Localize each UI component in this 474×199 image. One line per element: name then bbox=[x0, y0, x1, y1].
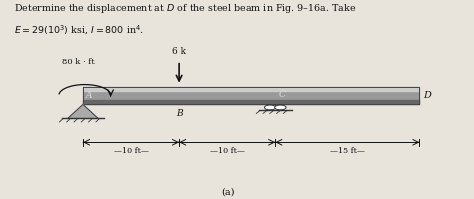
Text: (a): (a) bbox=[221, 188, 234, 197]
Text: $E = 29(10^3)$ ksi, $I = 800$ in$^4$.: $E = 29(10^3)$ ksi, $I = 800$ in$^4$. bbox=[14, 24, 144, 37]
Text: C: C bbox=[279, 90, 286, 99]
Circle shape bbox=[264, 105, 276, 110]
Text: 6 k: 6 k bbox=[172, 47, 186, 56]
Circle shape bbox=[275, 105, 286, 110]
Text: D: D bbox=[423, 91, 431, 100]
Text: A: A bbox=[86, 91, 92, 100]
Text: 80 k · ft: 80 k · ft bbox=[62, 58, 95, 66]
Polygon shape bbox=[68, 104, 98, 118]
Text: B: B bbox=[176, 109, 182, 118]
Text: Determine the displacement at $D$ of the steel beam in Fig. 9–16a. Take: Determine the displacement at $D$ of the… bbox=[14, 2, 356, 15]
Text: —10 ft—: —10 ft— bbox=[114, 147, 148, 155]
Text: —15 ft—: —15 ft— bbox=[330, 147, 365, 155]
Text: —10 ft—: —10 ft— bbox=[210, 147, 245, 155]
